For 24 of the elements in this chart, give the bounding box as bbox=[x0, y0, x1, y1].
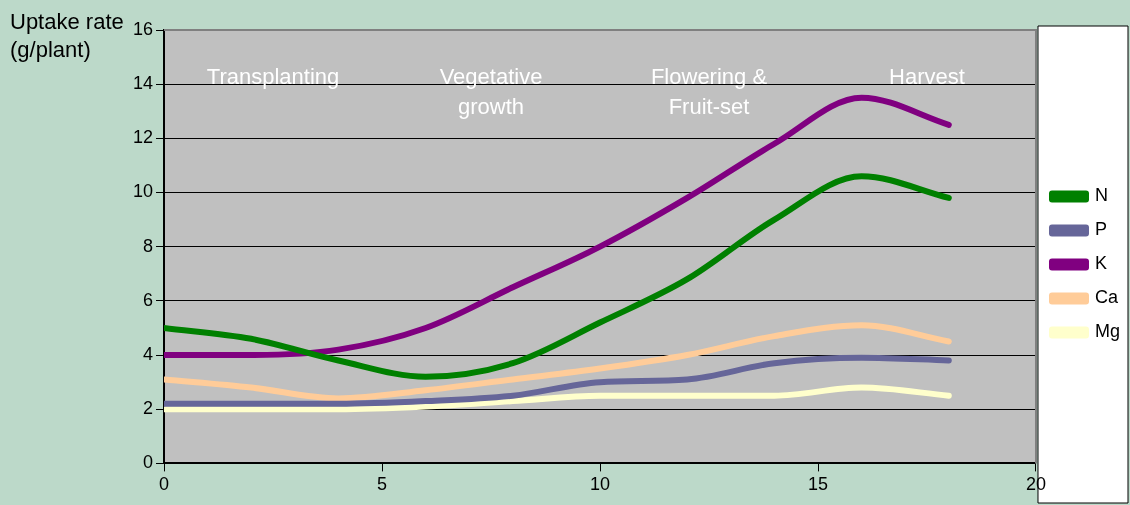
y-axis-title: Uptake rate (g/plant) bbox=[10, 9, 124, 63]
legend-label: Mg bbox=[1095, 321, 1121, 342]
x-tick-label: 5 bbox=[377, 474, 388, 495]
y-tick-label: 10 bbox=[132, 181, 154, 202]
legend-label: K bbox=[1095, 253, 1108, 274]
annotation: Harvest bbox=[889, 64, 965, 90]
x-tick-label: 20 bbox=[1025, 474, 1047, 495]
y-tick-label: 2 bbox=[143, 398, 154, 419]
x-tick-label: 15 bbox=[807, 474, 829, 495]
annotation: Flowering & Fruit-set bbox=[650, 64, 768, 120]
legend-label: Ca bbox=[1095, 287, 1119, 308]
x-tick-label: 0 bbox=[159, 474, 170, 495]
legend-label: N bbox=[1095, 185, 1108, 206]
y-tick-label: 16 bbox=[132, 18, 154, 39]
annotation: Vegetative growth bbox=[439, 64, 543, 120]
y-tick-label: 4 bbox=[143, 344, 154, 365]
annotation: Transplanting bbox=[206, 64, 340, 90]
y-tick-label: 6 bbox=[143, 289, 154, 310]
y-tick-label: 0 bbox=[143, 452, 154, 473]
y-tick-label: 12 bbox=[132, 127, 154, 148]
y-tick-label: 8 bbox=[143, 235, 154, 256]
x-tick-label: 10 bbox=[589, 474, 611, 495]
legend-label: P bbox=[1095, 219, 1108, 240]
y-tick-label: 14 bbox=[132, 73, 154, 94]
